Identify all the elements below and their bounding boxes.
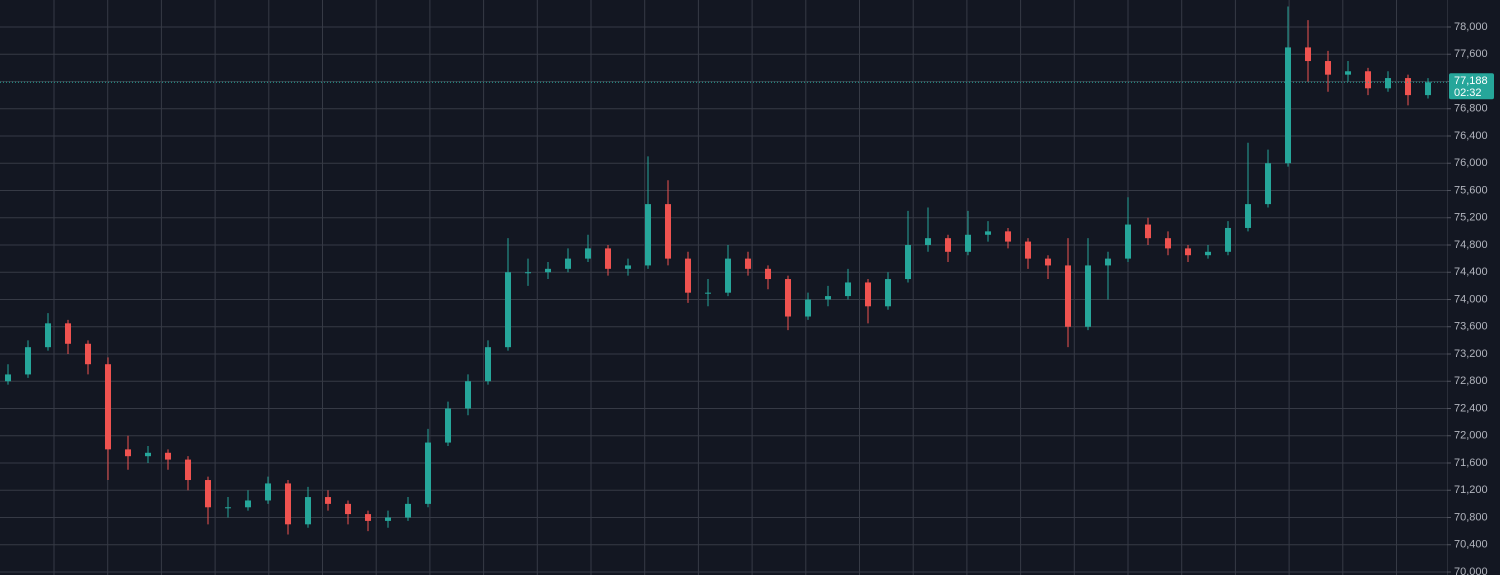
candle-body (465, 381, 471, 409)
candle-body (25, 347, 31, 375)
candle-body (325, 497, 331, 504)
y-tick-label: 76,800 (1454, 103, 1488, 115)
candle-body (1425, 82, 1431, 96)
candle-body (1065, 265, 1071, 327)
candle-body (1345, 71, 1351, 75)
candle-body (265, 483, 271, 501)
candle-body (165, 452, 171, 460)
candle-body (85, 343, 91, 365)
candle-body (665, 204, 671, 259)
candle-body (405, 503, 411, 518)
candle-body (1225, 227, 1231, 252)
candle-body (105, 364, 111, 450)
y-tick-label: 74,400 (1454, 266, 1488, 278)
candle-body (1325, 61, 1331, 75)
candle-body (425, 442, 431, 504)
candle-body (145, 452, 151, 457)
candle-body (945, 238, 951, 252)
candle-body (225, 507, 231, 509)
candle-body (1145, 224, 1151, 239)
y-tick-label: 71,600 (1454, 457, 1488, 469)
y-tick-label: 74,800 (1454, 239, 1488, 251)
candle-body (205, 480, 211, 508)
candle-body (605, 248, 611, 269)
candle-body (285, 483, 291, 525)
candle-body (1285, 47, 1291, 164)
y-tick-label: 75,600 (1454, 184, 1488, 196)
candle-body (1385, 78, 1391, 89)
candle-body (125, 449, 131, 457)
candle-body (1265, 163, 1271, 205)
countdown-label: 02:32 (1454, 87, 1482, 99)
candle-body (885, 279, 891, 307)
candle-body (365, 514, 371, 521)
candle-body (1005, 231, 1011, 242)
candle-body (1045, 258, 1051, 266)
candle-body (905, 244, 911, 280)
candle-body (865, 282, 871, 307)
candle-body (345, 503, 351, 515)
candle-body (685, 258, 691, 293)
candle-body (805, 299, 811, 317)
candle-body (485, 347, 491, 382)
candle-body (705, 292, 711, 294)
candle-body (845, 282, 851, 297)
candle-body (925, 238, 931, 245)
y-tick-label: 70,400 (1454, 539, 1488, 551)
candle-body (625, 265, 631, 269)
y-tick-label: 70,800 (1454, 511, 1488, 523)
candle-body (45, 323, 51, 348)
candle-body (565, 258, 571, 269)
candle-body (785, 279, 791, 317)
y-tick-label: 75,200 (1454, 212, 1488, 224)
candle-body (1085, 265, 1091, 327)
candle-body (585, 248, 591, 259)
candle-body (1105, 258, 1111, 266)
candle-body (545, 268, 551, 273)
candle-body (745, 258, 751, 269)
last-price-label: 77,188 (1454, 75, 1488, 87)
candle-body (65, 323, 71, 344)
candle-body (1245, 204, 1251, 228)
y-tick-label: 72,000 (1454, 430, 1488, 442)
candle-body (305, 497, 311, 525)
y-tick-label: 76,400 (1454, 130, 1488, 142)
candle-body (1165, 238, 1171, 249)
candle-body (965, 234, 971, 252)
y-tick-label: 70,000 (1454, 566, 1488, 575)
candle-body (1365, 71, 1371, 89)
candle-body (1025, 241, 1031, 259)
candle-body (725, 258, 731, 293)
candle-body (1205, 251, 1211, 256)
y-tick-label: 73,600 (1454, 321, 1488, 333)
y-tick-label: 76,000 (1454, 157, 1488, 169)
candle-body (525, 272, 531, 274)
candle-body (985, 231, 991, 235)
y-tick-label: 72,400 (1454, 402, 1488, 414)
y-tick-label: 73,200 (1454, 348, 1488, 360)
candle-body (505, 272, 511, 348)
y-tick-label: 72,800 (1454, 375, 1488, 387)
last-price-box (1449, 73, 1494, 100)
y-tick-label: 78,000 (1454, 21, 1488, 33)
y-tick-label: 71,200 (1454, 484, 1488, 496)
candle-body (1305, 47, 1311, 62)
candle-body (1125, 224, 1131, 259)
candle-body (385, 517, 391, 521)
candle-body (1185, 248, 1191, 256)
candle-body (1405, 78, 1411, 96)
candle-body (445, 408, 451, 443)
candle-body (245, 500, 251, 508)
candle-body (645, 204, 651, 266)
y-tick-label: 77,600 (1454, 48, 1488, 60)
candle-body (765, 268, 771, 280)
candle-body (5, 374, 11, 382)
candle-body (825, 296, 831, 300)
candle-body (185, 459, 191, 481)
y-tick-label: 74,000 (1454, 293, 1488, 305)
